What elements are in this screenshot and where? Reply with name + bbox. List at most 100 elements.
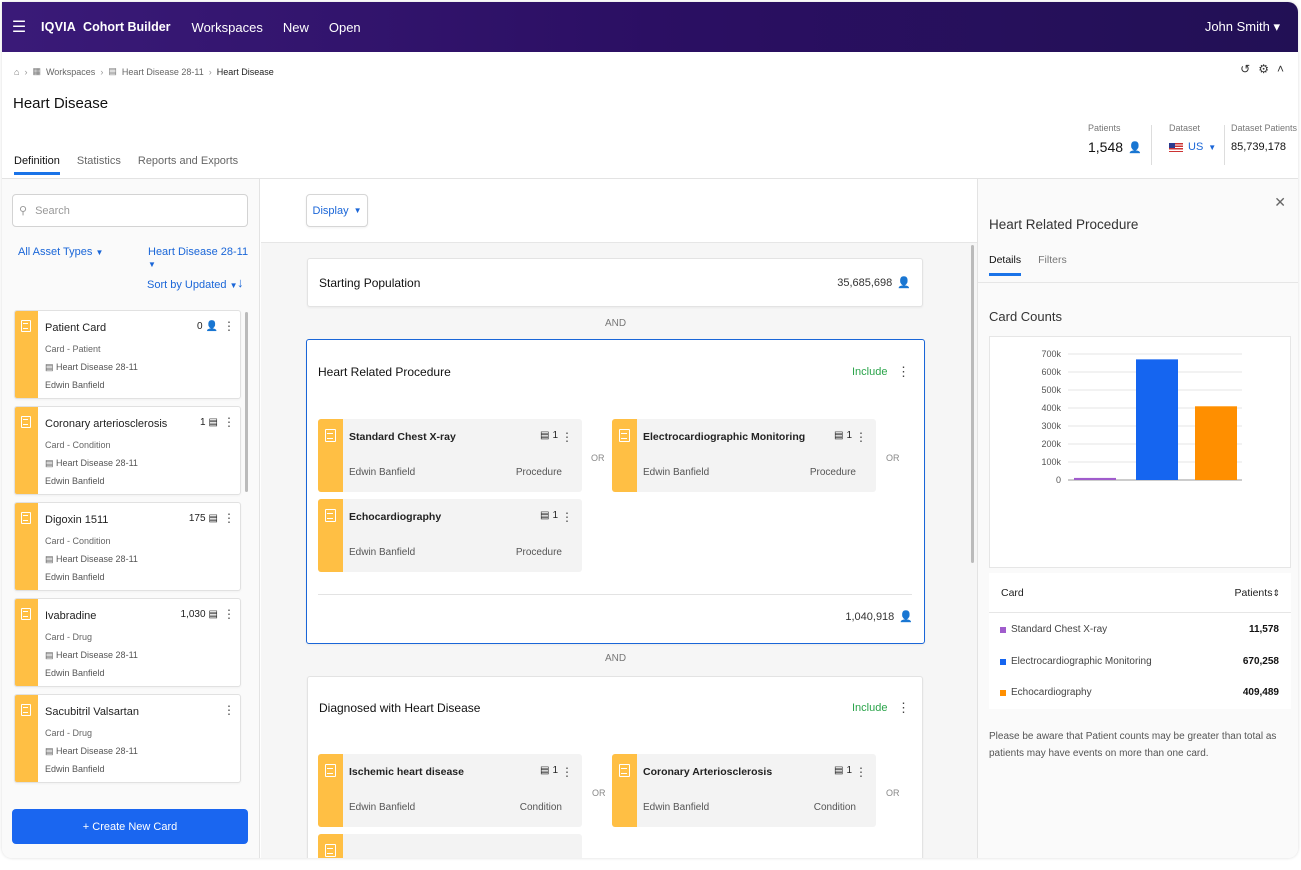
more-options-icon[interactable]: ⋮ [223, 607, 235, 621]
briefcase-icon: ▤ [45, 362, 54, 372]
criteria-card[interactable]: Ischemic heart disease ▤ 1 ⋮ Edwin Banfie… [318, 754, 582, 827]
card-name: Sacubitril Valsartan [45, 706, 139, 718]
tab-definition[interactable]: Definition [14, 155, 60, 175]
more-options-icon[interactable]: ⋮ [561, 430, 573, 444]
scrollbar[interactable] [245, 312, 248, 492]
nav-open[interactable]: Open [328, 19, 361, 35]
sort-dropdown[interactable]: Sort by Updated ▼ [147, 279, 237, 291]
criteria-card[interactable] [318, 834, 582, 858]
breadcrumb-workspace[interactable]: Heart Disease 28-11 [121, 66, 204, 77]
card-name: Standard Chest X-ray [349, 431, 456, 443]
list-item[interactable]: Ivabradine 1,030 ▤ ⋮ Card - Drug ▤ Heart … [14, 598, 241, 687]
chart-bar[interactable] [1136, 359, 1178, 480]
row-patients: 409,489 [1242, 687, 1279, 698]
table-row: Echocardiography 409,489 [989, 679, 1291, 709]
breadcrumb-current: Heart Disease [216, 66, 274, 77]
more-options-icon[interactable]: ⋮ [561, 510, 573, 524]
sort-direction-icon[interactable]: ↓ [237, 275, 244, 290]
list-icon: ▤ [833, 765, 844, 776]
more-options-icon[interactable]: ⋮ [223, 415, 235, 429]
card-count-value: 0 [196, 321, 203, 332]
scrollbar[interactable] [971, 245, 974, 563]
page-title: Heart Disease [13, 95, 109, 112]
close-icon[interactable]: ✕ [1274, 194, 1286, 210]
document-icon [21, 320, 31, 332]
tab-reports[interactable]: Reports and Exports [137, 155, 239, 167]
panel-tabs: Details Filters [989, 254, 1067, 276]
breadcrumb-workspaces[interactable]: Workspaces [45, 66, 96, 77]
patients-label: Patients [1088, 123, 1121, 133]
card-type: Condition [813, 802, 856, 813]
card-count: 1 ▤ [200, 417, 218, 428]
include-toggle[interactable]: Include [852, 366, 888, 378]
user-menu[interactable]: John Smith ▾ [1204, 19, 1280, 34]
briefcase-icon: ▤ [45, 650, 54, 660]
chevron-up-icon[interactable]: ˄ [1276, 62, 1284, 76]
list-item[interactable]: Sacubitril Valsartan ⋮ Card - Drug ▤ Hea… [14, 694, 241, 783]
card-owner: Edwin Banfield [349, 467, 416, 478]
card-workspace-label: Heart Disease 28-11 [56, 746, 138, 756]
document-icon [21, 512, 31, 524]
app-name[interactable]: Cohort Builder [83, 20, 171, 34]
card-type: Procedure [809, 467, 856, 478]
workspace-filter[interactable]: Heart Disease 28-11 ▼ [148, 246, 259, 270]
card-count-value: 175 [188, 513, 206, 524]
more-options-icon[interactable]: ⋮ [897, 700, 910, 715]
tab-details[interactable]: Details [989, 254, 1022, 276]
criteria-block[interactable]: Diagnosed with Heart Disease Include ⋮ I… [307, 676, 923, 858]
row-card: Echocardiography [1011, 687, 1092, 698]
patient-count-note: Please be aware that Patient counts may … [989, 731, 1277, 759]
list-icon: ▤ [833, 430, 844, 441]
nav-workspaces[interactable]: Workspaces [191, 19, 263, 35]
nav-new[interactable]: New [282, 19, 309, 35]
more-options-icon[interactable]: ⋮ [223, 511, 235, 525]
card-owner: Edwin Banfield [643, 467, 710, 478]
more-options-icon[interactable]: ⋮ [897, 364, 910, 379]
criteria-card[interactable]: Standard Chest X-ray ▤ 1 ⋮ Edwin Banfield… [318, 419, 582, 492]
list-item[interactable]: Patient Card 0 👤 ⋮ Card - Patient ▤ Heart… [14, 310, 241, 399]
list-item[interactable]: Digoxin 1511 175 ▤ ⋮ Card - Condition ▤ H… [14, 502, 241, 591]
hamburger-icon[interactable]: ☰ [11, 19, 27, 36]
chart-bar[interactable] [1074, 477, 1116, 480]
criteria-card[interactable]: Electrocardiographic Monitoring ▤ 1 ⋮ Edw… [612, 419, 876, 492]
more-options-icon[interactable]: ⋮ [223, 703, 235, 717]
card-count: ▤ 1 [834, 430, 852, 441]
briefcase-icon: ▤ [108, 66, 117, 76]
card-owner: Edwin Banfield [45, 764, 105, 774]
card-workspace: ▤ Heart Disease 28-11 [45, 746, 138, 757]
create-new-card-button[interactable]: + Create New Card [12, 809, 248, 844]
sort-icon: ⇕ [1272, 588, 1280, 598]
card-name: Coronary arteriosclerosis [45, 418, 168, 430]
gear-icon[interactable]: ⚙ [1258, 62, 1269, 76]
more-options-icon[interactable]: ⋮ [855, 430, 867, 444]
dataset-selector[interactable]: US ▼ [1169, 141, 1216, 153]
more-options-icon[interactable]: ⋮ [855, 765, 867, 779]
column-patients[interactable]: Patients⇕ [1235, 587, 1281, 599]
block-count-value: 1,040,918 [845, 610, 895, 623]
card-count-value: 1 [199, 417, 206, 428]
asset-type-filter[interactable]: All Asset Types ▼ [18, 246, 103, 258]
criteria-card[interactable]: Coronary Arteriosclerosis ▤ 1 ⋮ Edwin Ban… [612, 754, 876, 827]
home-icon[interactable]: ⌂ [14, 66, 20, 77]
tab-statistics[interactable]: Statistics [76, 155, 121, 167]
bar-chart: 0 100k 200k 300k 400k 500k 600k 700k [1041, 349, 1242, 485]
criteria-block[interactable]: Heart Related Procedure Include ⋮ Standa… [306, 339, 925, 644]
list-icon: ▤ [208, 513, 218, 524]
legend-swatch [1000, 659, 1006, 665]
starting-population-block[interactable]: Starting Population 35,685,698 👤 [307, 258, 923, 307]
more-options-icon[interactable]: ⋮ [561, 765, 573, 779]
display-button[interactable]: Display ▼ [306, 194, 368, 227]
chart-bar[interactable] [1195, 406, 1237, 480]
card-strip [318, 754, 343, 827]
include-toggle[interactable]: Include [852, 702, 888, 714]
page-actions: ↺ ⚙ ˄ [1240, 62, 1284, 76]
tab-filters[interactable]: Filters [1038, 254, 1067, 266]
y-tick-label: 0 [1056, 475, 1061, 485]
more-options-icon[interactable]: ⋮ [223, 319, 235, 333]
criteria-card[interactable]: Echocardiography ▤ 1 ⋮ Edwin Banfield Pro… [318, 499, 582, 572]
history-icon[interactable]: ↺ [1240, 62, 1251, 76]
list-item[interactable]: Coronary arteriosclerosis 1 ▤ ⋮ Card - Co… [14, 406, 241, 495]
search-input[interactable]: ⚲ Search [12, 194, 248, 227]
card-list: Patient Card 0 👤 ⋮ Card - Patient ▤ Heart… [14, 310, 241, 790]
divider [1224, 125, 1225, 165]
